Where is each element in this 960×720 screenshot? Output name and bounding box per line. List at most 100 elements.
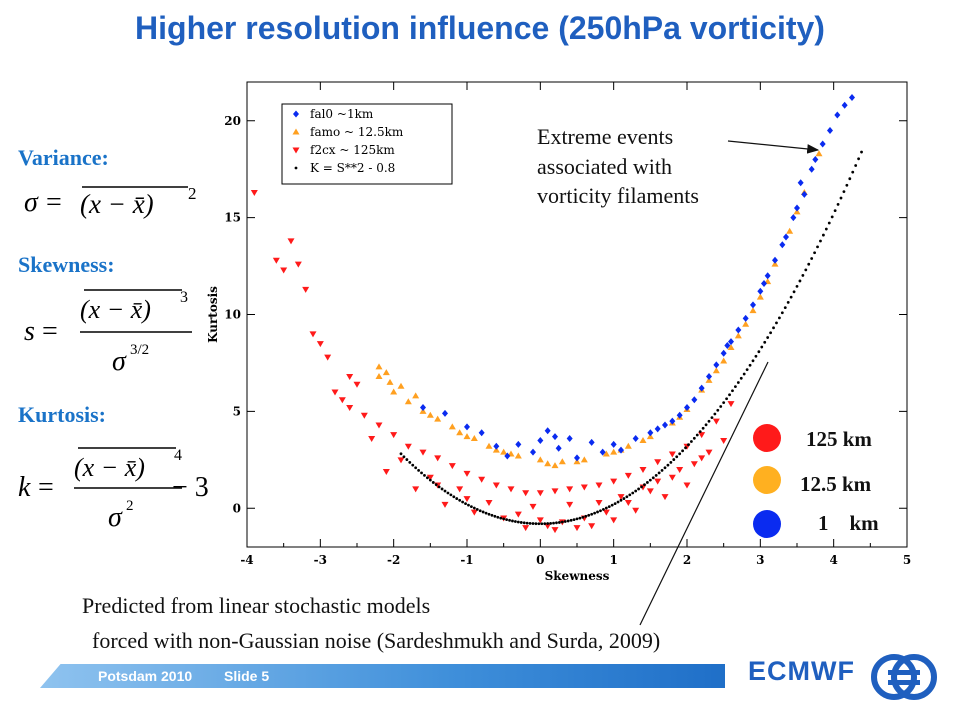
curve-point [789,295,793,299]
curve-point [663,466,667,470]
point-f2cx [573,525,581,532]
point-fal0 [654,425,661,433]
point-f2cx [346,374,354,380]
curve-point [657,471,661,475]
y-tick-label: 5 [233,404,241,418]
point-f2cx [698,455,706,462]
curve-point [619,498,623,502]
point-fal0 [618,446,624,454]
point-famo [639,436,647,443]
curve-point [751,359,755,363]
curve-point [549,521,552,525]
point-f2cx [580,484,588,491]
point-fal0 [552,433,558,441]
point-famo [448,423,456,430]
point-f2cx [478,476,486,483]
point-fal0 [750,301,756,309]
curve-point [651,476,655,480]
point-f2cx [588,523,596,530]
point-f2cx [595,482,603,489]
legend-marker [294,166,298,170]
curve-point [860,150,863,154]
x-tick-label: 4 [829,553,837,567]
curve-point [613,502,617,505]
point-f2cx [331,389,339,396]
curve-point [666,463,670,467]
curve-point [684,446,687,450]
point-f2cx [514,511,522,518]
extreme-events-annotation: Extreme events associated with vorticity… [537,122,699,211]
point-f2cx [698,432,706,439]
point-f2cx [404,443,412,450]
curve-point [543,522,547,526]
skewness-label: Skewness: [18,252,115,277]
curve-point [646,481,649,484]
point-famo [712,367,720,374]
point-f2cx [426,474,434,481]
point-fal0 [662,421,668,429]
curve-point [525,521,529,525]
legend-entry: famo ~ 12.5km [310,125,404,139]
point-f2cx [522,525,530,532]
curve-point [769,331,772,335]
curve-point [845,183,849,187]
point-fal0 [647,429,654,437]
point-fal0 [515,440,522,448]
curve-point [417,468,420,472]
curve-point [452,495,456,499]
point-fal0 [841,101,848,109]
label-1km: 1 km [818,511,879,535]
y-tick-label: 15 [224,211,241,225]
curve-point [528,521,532,525]
curve-point [622,497,626,500]
skewness-eq: = [42,316,58,347]
point-f2cx [353,381,361,388]
curve-point [467,503,470,507]
curve-point [722,401,726,405]
curve-point [423,473,426,477]
point-f2cx [280,267,288,274]
point-fal0 [761,280,767,287]
curve-point [804,268,808,272]
point-famo [456,429,464,436]
point-f2cx [536,517,544,524]
curve-point [778,316,781,320]
curve-point [493,514,497,518]
point-fal0 [566,435,573,442]
variance-label: Variance: [18,145,109,170]
curve-point [604,506,608,510]
point-famo [390,388,398,395]
dot-12-5km [753,466,781,494]
point-f2cx [624,499,632,506]
curve-point [610,503,614,507]
point-f2cx [485,499,493,506]
curve-point [405,458,409,461]
point-fal0 [420,404,426,411]
point-f2cx [382,468,390,475]
slide-title: Higher resolution influence (250hPa vort… [135,10,825,46]
ecmwf-logo: ECMWF [748,656,855,687]
legend-entry: fal0 ~1km [310,107,374,121]
curve-point [631,491,635,495]
x-tick-label: 5 [903,553,911,567]
label-125km: 125 km [806,427,872,451]
curve-point [428,478,432,482]
point-f2cx [250,189,258,196]
point-famo [624,442,632,449]
point-f2cx [566,486,574,493]
curve-point [420,471,423,475]
point-fal0 [442,409,448,417]
point-f2cx [602,509,610,516]
point-f2cx [654,478,662,485]
point-f2cx [507,486,515,493]
point-f2cx [338,397,346,404]
point-famo [386,378,394,385]
curve-point [810,257,814,260]
curve-point [813,251,816,255]
point-f2cx [617,494,625,501]
x-tick-label: -3 [314,553,327,567]
skewness-formula: s = (x − x̄) 3 σ 3/2 [24,289,192,377]
curve-point [669,460,673,464]
legend-marker [292,147,300,154]
